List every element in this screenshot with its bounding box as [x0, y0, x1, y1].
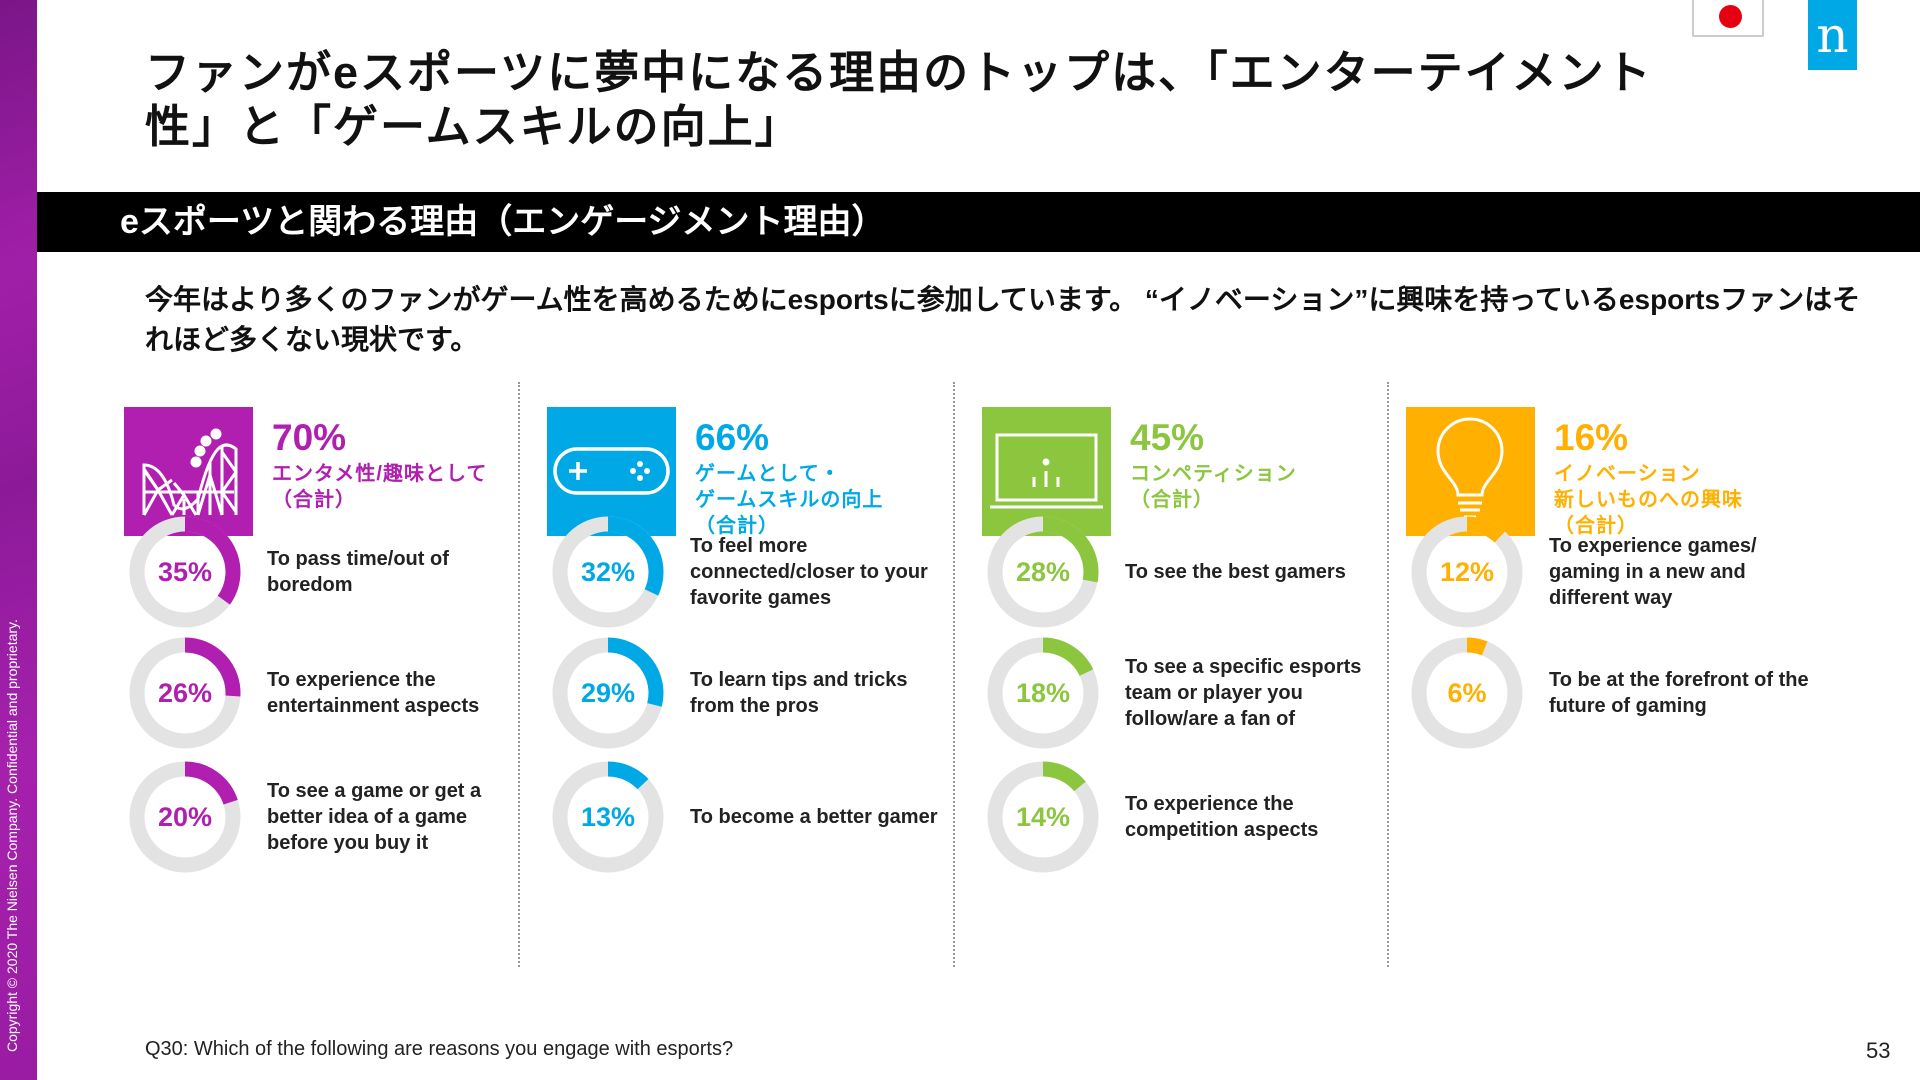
monitor-chart-icon: [982, 407, 1111, 536]
reason-column: 16% イノベーション新しいものへの興味 （合計） 12% To experience …: [1406, 407, 1826, 967]
category-line: イノベーション: [1554, 463, 1701, 485]
reason-label: To see the best gamers: [1125, 561, 1346, 583]
donut-chart: 29%: [552, 637, 664, 749]
category-total: 45%: [1130, 417, 1205, 458]
side-strip: Copyright © 2020 The Nielsen Company. Co…: [0, 0, 37, 1080]
category-line: （合計）: [695, 515, 779, 537]
donut-arc: [607, 761, 649, 790]
donut-arc: [607, 637, 664, 707]
donut-value: 32%: [580, 557, 636, 587]
category-line: コンペティション: [1130, 463, 1297, 485]
footnote: Q30: Which of the following are reasons …: [145, 1038, 734, 1060]
reason-column: 45% コンペティション （合計） 28% To see the best gamers…: [982, 407, 1402, 967]
donut-value: 6%: [1447, 678, 1487, 708]
donut-chart: 26%: [129, 637, 241, 749]
reason-label: To experience the entertainment aspects: [267, 669, 480, 717]
donut-value: 28%: [1015, 557, 1071, 587]
donut-value: 20%: [157, 802, 213, 832]
reason-label: To see a game or get a better idea of a …: [267, 780, 482, 854]
reason-column: 66% ゲームとして・ゲームスキルの向上 （合計） 32% To feel more c…: [547, 407, 967, 967]
category-line: 新しいものへの興味: [1554, 489, 1743, 511]
category-total: 66%: [695, 417, 770, 458]
donut-arc: [1042, 761, 1086, 792]
reason-label: To be at the forefront of the future of …: [1549, 669, 1809, 717]
donut-value: 26%: [157, 678, 213, 708]
donut-arc: [607, 516, 664, 596]
subtitle: 今年はより多くのファンがゲーム性を高めるためにesportsに参加しています。 …: [145, 284, 1861, 355]
copyright: Copyright © 2020 The Nielsen Company. Co…: [4, 619, 20, 1052]
donut-arc: [184, 637, 241, 697]
donut-value: 13%: [580, 802, 636, 832]
donut-arc: [1466, 516, 1505, 543]
donut-chart: 32%: [552, 516, 664, 628]
donut-chart: 20%: [129, 761, 241, 873]
donut-value: 29%: [580, 678, 636, 708]
category-label: エンタメ性/趣味として （合計）: [272, 461, 487, 513]
category-total: 70%: [272, 417, 347, 458]
donut-chart: 12%: [1411, 516, 1523, 628]
nielsen-logo: n: [1808, 0, 1857, 70]
page-title: ファンがeスポーツに夢中になる理由のトップは、「エンターテイメント性」と「ゲーム…: [145, 47, 1653, 152]
divider: [953, 382, 955, 967]
category-total: 16%: [1554, 417, 1629, 458]
reason-label: To become a better gamer: [690, 806, 938, 828]
donut-value: 14%: [1015, 802, 1071, 832]
game-controller-icon: [547, 407, 676, 536]
donut-chart: 35%: [129, 516, 241, 628]
category-line: ゲームとして・: [695, 463, 841, 485]
donut-arc: [184, 761, 238, 805]
category-line: （合計）: [1130, 489, 1214, 511]
donut-arc: [1466, 637, 1488, 656]
donut-value: 35%: [157, 557, 213, 587]
japan-flag-icon: [1692, 0, 1764, 37]
donut-chart: 6%: [1411, 637, 1523, 749]
donut-chart: 28%: [987, 516, 1099, 628]
reason-label: To see a specific esports team or player…: [1125, 656, 1362, 730]
category-line: エンタメ性/趣味として: [272, 463, 488, 485]
reason-label: To pass time/out of boredom: [267, 548, 449, 596]
reason-label: To learn tips and tricks from the pros: [690, 669, 908, 717]
category-line: ゲームスキルの向上: [695, 489, 884, 511]
donut-arc: [1042, 516, 1099, 583]
donut-chart: 18%: [987, 637, 1099, 749]
reason-label: To experience the competition aspects: [1125, 793, 1319, 841]
donut-chart: 13%: [552, 761, 664, 873]
donut-value: 12%: [1439, 557, 1495, 587]
reason-label: To experience games/ gaming in a new and…: [1549, 535, 1757, 609]
donut-arc: [1042, 637, 1094, 677]
reason-label: To feel more connected/closer to your fa…: [690, 535, 928, 609]
donut-value: 18%: [1015, 678, 1071, 708]
category-line: （合計）: [272, 489, 356, 511]
roller-coaster-icon: [124, 407, 253, 536]
category-label: コンペティション （合計）: [1130, 461, 1297, 513]
category-label: イノベーション新しいものへの興味 （合計）: [1554, 461, 1743, 539]
donut-arc: [184, 516, 241, 605]
reason-column: 70% エンタメ性/趣味として （合計） 35% To pass time/out of…: [124, 407, 544, 967]
category-label: ゲームとして・ゲームスキルの向上 （合計）: [695, 461, 883, 539]
category-line: （合計）: [1554, 515, 1638, 537]
section-heading: eスポーツと関わる理由（エンゲージメント理由）: [37, 192, 1920, 252]
page-number: 53: [1866, 1038, 1891, 1063]
divider: [518, 382, 520, 967]
divider: [1387, 382, 1389, 967]
donut-chart: 14%: [987, 761, 1099, 873]
